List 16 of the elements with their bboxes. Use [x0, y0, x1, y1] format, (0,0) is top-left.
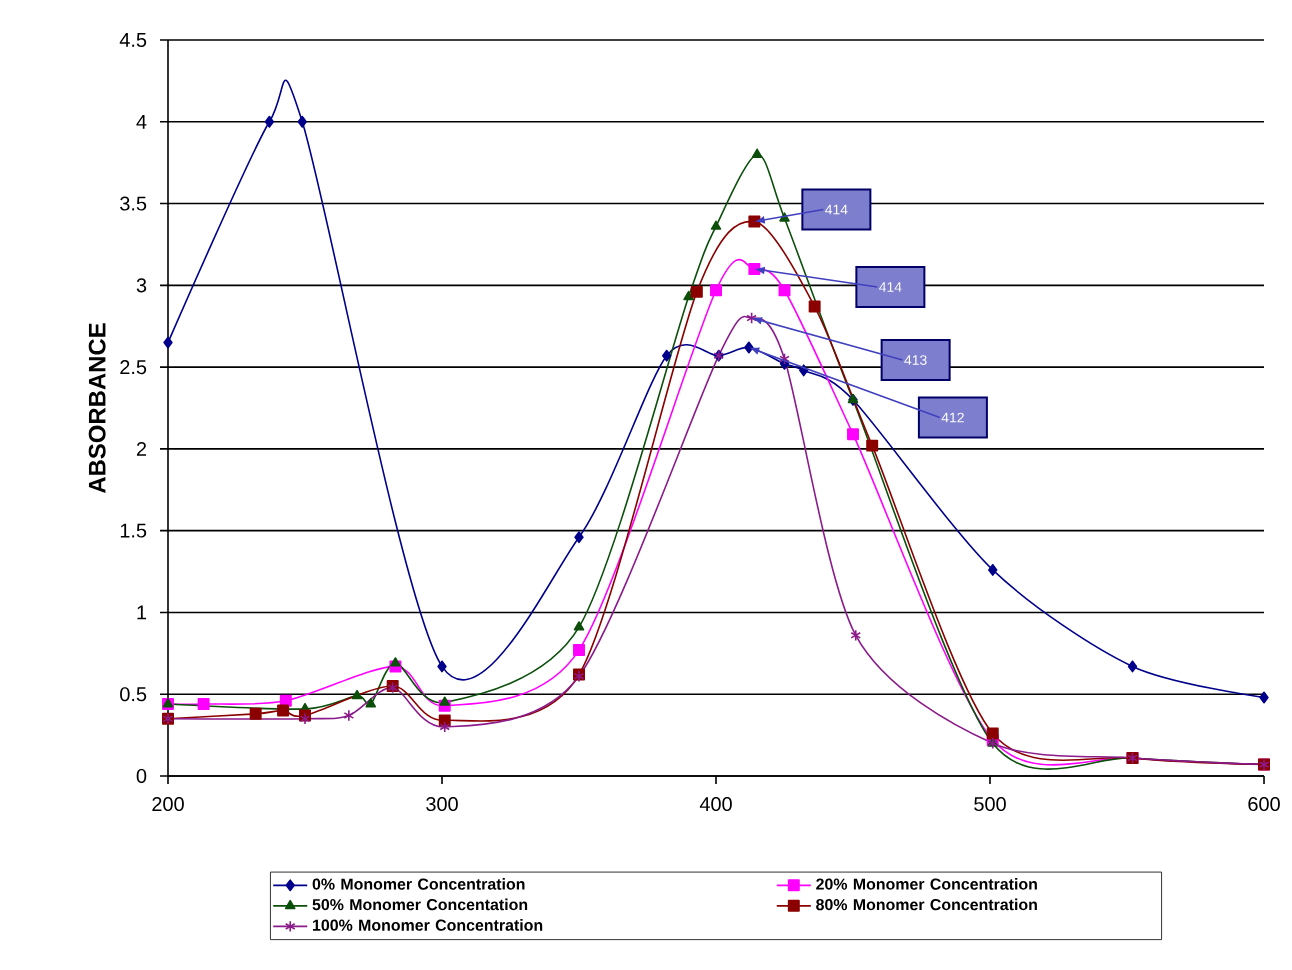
- y-tick-label: 0: [136, 768, 147, 784]
- y-tick-label: 4.5: [119, 33, 147, 47]
- y-tick-label: 3.5: [120, 196, 147, 211]
- y-tick-label: 0.5: [120, 687, 147, 702]
- y-tick-label: 1.5: [120, 523, 147, 538]
- y-tick-label: 4: [136, 114, 147, 129]
- y-tick-label: 3: [136, 278, 147, 293]
- y-tick-label: 1: [137, 605, 147, 620]
- y-axis-title: ABSORBANCE: [88, 323, 106, 494]
- x-tick-label: 200: [152, 796, 184, 812]
- x-tick-label: 300: [426, 796, 458, 812]
- x-tick-label: 400: [699, 796, 732, 812]
- x-tick-label: 500: [974, 796, 1006, 812]
- y-tick-label: 2.5: [120, 360, 147, 375]
- x-tick-label: 600: [1248, 796, 1280, 812]
- y-tick-label: 2: [136, 441, 147, 456]
